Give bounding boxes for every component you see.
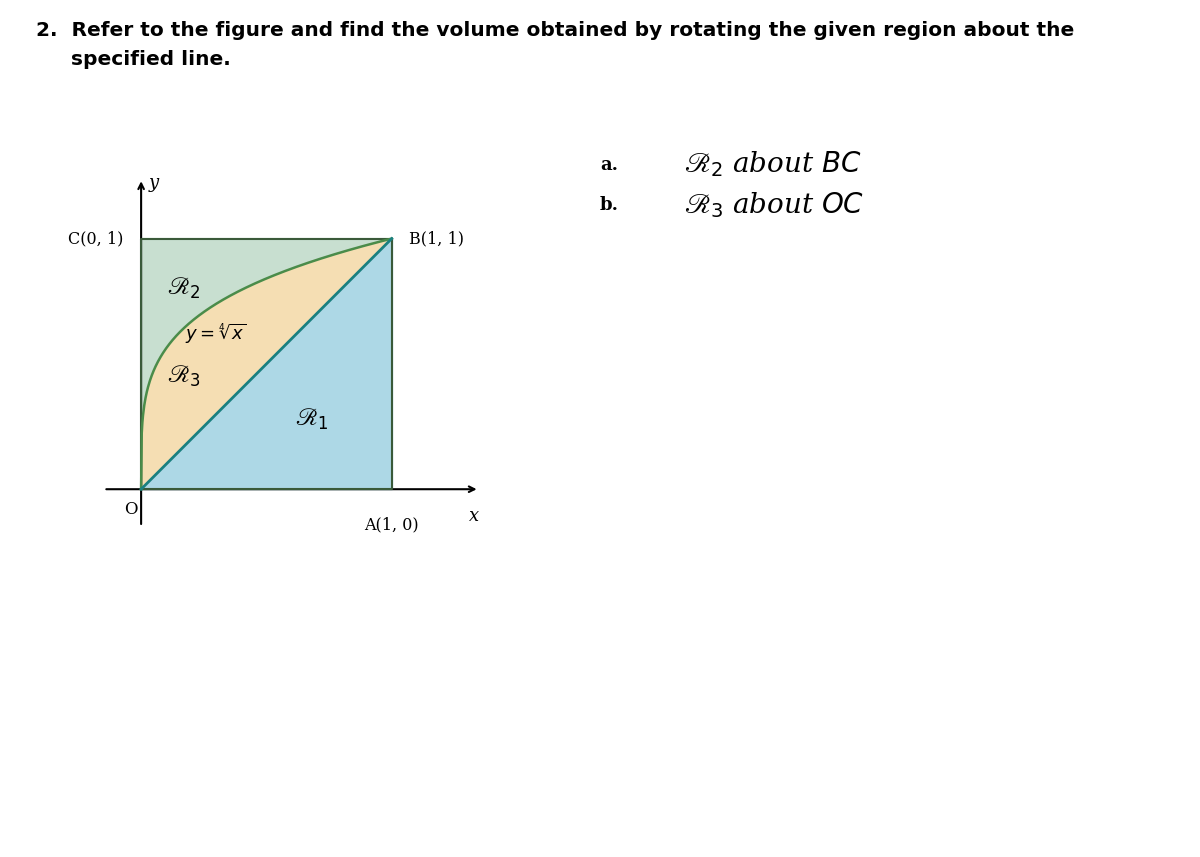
- Text: y: y: [149, 175, 158, 193]
- Text: $\mathscr{R}_2$: $\mathscr{R}_2$: [167, 276, 200, 302]
- Text: specified line.: specified line.: [36, 50, 230, 69]
- Text: a.: a.: [600, 155, 618, 174]
- Polygon shape: [142, 238, 391, 489]
- Text: 2.  Refer to the figure and find the volume obtained by rotating the given regio: 2. Refer to the figure and find the volu…: [36, 21, 1074, 40]
- Text: $y = \sqrt[4]{x}$: $y = \sqrt[4]{x}$: [186, 321, 247, 346]
- Text: $\mathscr{R}_3$ about $OC$: $\mathscr{R}_3$ about $OC$: [684, 190, 864, 219]
- Text: $\mathscr{R}_1$: $\mathscr{R}_1$: [295, 406, 328, 432]
- Text: C(0, 1): C(0, 1): [68, 230, 124, 247]
- Polygon shape: [142, 238, 391, 489]
- Text: x: x: [469, 506, 480, 524]
- Text: B(1, 1): B(1, 1): [409, 230, 464, 247]
- Polygon shape: [142, 238, 391, 489]
- Text: $\mathscr{R}_2$ about $BC$: $\mathscr{R}_2$ about $BC$: [684, 150, 862, 179]
- Text: $\mathscr{R}_3$: $\mathscr{R}_3$: [167, 364, 200, 389]
- Text: O: O: [125, 500, 138, 518]
- Text: A(1, 0): A(1, 0): [365, 517, 419, 534]
- Text: b.: b.: [600, 195, 619, 214]
